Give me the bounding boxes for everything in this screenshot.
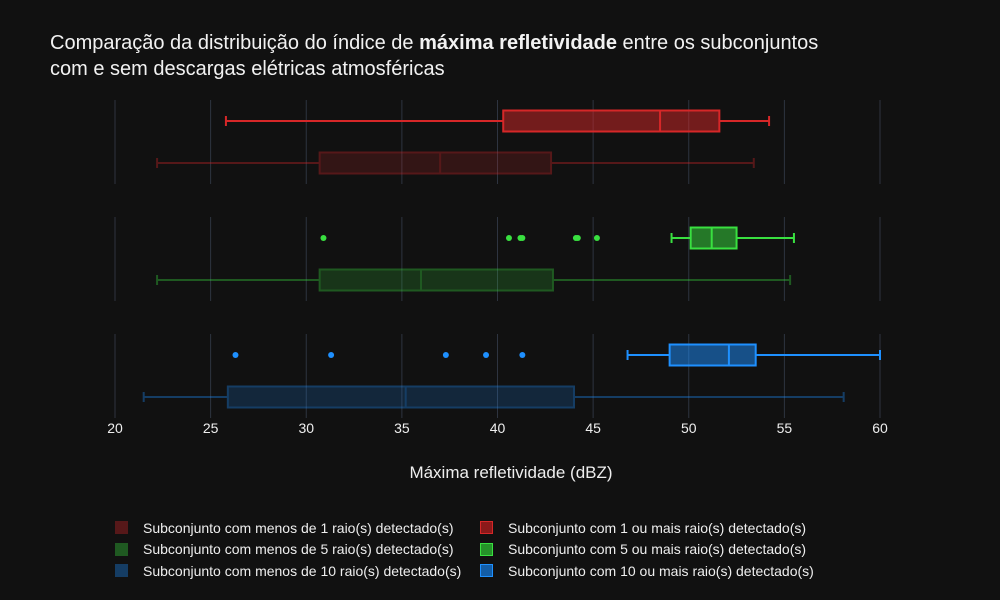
x-tick-label: 60 (872, 420, 888, 436)
legend-swatch (115, 521, 128, 535)
title-bold: máxima refletividade (419, 32, 617, 54)
x-tick-label: 25 (203, 420, 219, 436)
x-axis-label: Máxima refletividade (dBZ) (409, 463, 613, 482)
box-series (224, 109, 771, 133)
legend-label: Subconjunto com 1 ou mais raio(s) detect… (508, 519, 807, 536)
legend-item[interactable]: Subconjunto com 10 ou mais raio(s) detec… (480, 562, 820, 580)
outlier-point (328, 352, 335, 358)
legend-swatch (480, 564, 493, 578)
x-tick-label: 20 (107, 420, 123, 436)
x-tick-label: 55 (777, 420, 793, 436)
box-iqr (502, 109, 721, 133)
x-tick-label: 40 (490, 420, 506, 436)
outlier-point (483, 352, 490, 358)
outlier-point (593, 235, 600, 241)
outlier-point (320, 235, 327, 241)
title-prefix: Comparação da distribuição do índice de (50, 32, 420, 54)
legend-label: Subconjunto com menos de 10 raio(s) dete… (143, 562, 462, 579)
x-tick-label: 50 (681, 420, 697, 436)
legend-swatch (480, 521, 493, 535)
legend: Subconjunto com menos de 1 raio(s) detec… (115, 519, 820, 580)
legend-label: Subconjunto com menos de 1 raio(s) detec… (143, 519, 454, 536)
box-iqr (318, 268, 554, 292)
title-suffix: entre os subconjuntos (617, 32, 819, 54)
outlier-point (519, 352, 526, 358)
x-tick-label: 30 (298, 420, 314, 436)
legend-item[interactable]: Subconjunto com 1 ou mais raio(s) detect… (480, 519, 820, 537)
legend-item[interactable]: Subconjunto com menos de 10 raio(s) dete… (115, 562, 480, 580)
legend-item[interactable]: Subconjunto com menos de 5 raio(s) detec… (115, 541, 480, 559)
box-iqr (689, 226, 738, 250)
outlier-point (442, 352, 449, 358)
x-tick-label: 35 (394, 420, 410, 436)
legend-item[interactable]: Subconjunto com menos de 1 raio(s) detec… (115, 519, 480, 537)
box-iqr (226, 385, 575, 409)
legend-label: Subconjunto com 10 ou mais raio(s) detec… (508, 562, 814, 579)
x-tick-label: 45 (585, 420, 601, 436)
box-iqr (318, 151, 553, 175)
outlier-point (505, 235, 512, 241)
outlier-point (232, 352, 239, 358)
box-iqr (668, 343, 757, 367)
box-series (142, 385, 845, 409)
legend-label: Subconjunto com menos de 5 raio(s) detec… (143, 541, 454, 558)
box-series (320, 226, 795, 250)
legend-swatch (115, 542, 128, 556)
box-series (156, 151, 755, 175)
outlier-point (519, 235, 526, 241)
legend-label: Subconjunto com 5 ou mais raio(s) detect… (508, 541, 807, 558)
box-series (232, 343, 881, 367)
chart-title: Comparação da distribuição do índice de … (50, 30, 818, 82)
legend-swatch (115, 564, 128, 578)
outlier-point (574, 235, 581, 241)
title-line2: com e sem descargas elétricas atmosféric… (50, 58, 445, 80)
legend-item[interactable]: Subconjunto com 5 ou mais raio(s) detect… (480, 541, 820, 559)
box-series (156, 268, 792, 292)
legend-swatch (480, 542, 493, 556)
